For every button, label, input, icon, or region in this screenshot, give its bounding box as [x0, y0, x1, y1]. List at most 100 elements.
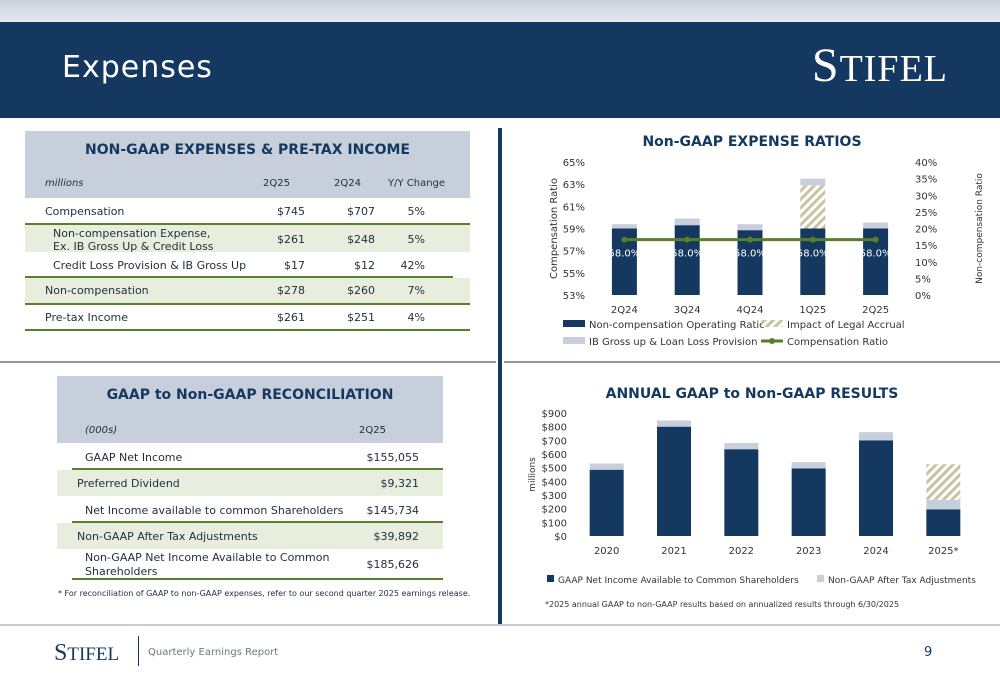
- legend-label: Impact of Legal Accrual: [787, 320, 905, 331]
- row-2q25: $745: [277, 205, 305, 218]
- bar-ib-gross-up: [611, 224, 637, 229]
- right-tick-label: 20%: [915, 225, 937, 236]
- expenses-table-header: [25, 131, 470, 198]
- legend-swatch: [563, 320, 585, 327]
- page-number: 9: [924, 645, 933, 660]
- column-2q25: 2Q25: [263, 178, 290, 189]
- legend-label: Compensation Ratio: [787, 337, 888, 348]
- expense-ratios-chart: Non-GAAP EXPENSE RATIOS 53% 55% 57% 59% 61% 63…: [549, 134, 985, 348]
- row-2q24: $248: [347, 233, 375, 246]
- row-label: Net Income available to common Sharehold…: [85, 504, 344, 517]
- table-row: Preferred Dividend $9,321: [57, 470, 443, 496]
- column-2q25: 2Q25: [359, 425, 386, 436]
- footer-logo: STIFEL: [54, 640, 119, 667]
- y-tick-label: $800: [542, 423, 567, 434]
- category-label: 2020: [594, 546, 619, 557]
- left-tick-label: 57%: [563, 247, 585, 258]
- bar-gaap-net-income: [791, 468, 826, 536]
- bar-gaap-net-income: [589, 469, 624, 536]
- bar-gaap-net-income: [926, 509, 961, 536]
- y-tick-label: $600: [542, 450, 567, 461]
- right-tick-label: 30%: [915, 191, 937, 202]
- bar-ib-gross-up: [800, 178, 826, 186]
- compensation-ratio-point: [621, 236, 628, 243]
- row-2q24: $260: [347, 284, 375, 297]
- footer-separator: [138, 636, 139, 666]
- data-label: 58.0%: [797, 249, 829, 260]
- left-tick-label: 53%: [563, 291, 585, 302]
- row-separator: [25, 303, 470, 305]
- column-yy-change: Y/Y Change: [388, 178, 446, 189]
- row-label-line2: Shareholders: [85, 565, 158, 578]
- data-label: 58.0%: [734, 249, 766, 260]
- legend-swatch: [563, 337, 585, 344]
- right-tick-label: 40%: [915, 158, 937, 169]
- row-change: 5%: [407, 205, 425, 218]
- legend-swatch: [547, 575, 554, 582]
- table-row: Non-compensation Expense, Ex. IB Gross U…: [25, 225, 470, 253]
- row-separator: [25, 276, 453, 278]
- table-row: GAAP Net Income $155,055: [57, 444, 443, 469]
- top-strip: [0, 0, 1000, 22]
- table-row: Non-compensation $278 $260 7%: [25, 278, 470, 303]
- row-2q25: $17: [284, 259, 305, 272]
- left-tick-label: 63%: [563, 180, 585, 191]
- bar-non-gaap-adjustment: [724, 443, 759, 450]
- data-label: 58.0%: [609, 249, 641, 260]
- logo-rest: TIFEL: [839, 48, 948, 90]
- compensation-ratio-point: [684, 236, 691, 243]
- y-tick-label: $700: [542, 436, 567, 447]
- y-tick-label: $300: [542, 491, 567, 502]
- stifel-logo: STIFEL: [812, 38, 948, 93]
- table-row: Non-GAAP After Tax Adjustments $39,892: [57, 523, 443, 549]
- left-axis-label: Compensation Ratio: [549, 178, 560, 279]
- y-axis-label: millions: [528, 457, 538, 492]
- bar-gaap-net-income: [724, 449, 759, 536]
- right-tick-label: 0%: [915, 291, 931, 302]
- row-label-line2: Ex. IB Gross Up & Credit Loss: [53, 240, 214, 253]
- recon-footnote: * For reconciliation of GAAP to non-GAAP…: [58, 589, 471, 598]
- category-label: 2024: [863, 546, 888, 557]
- row-change: 5%: [407, 233, 425, 246]
- table-row: Pre-tax Income $261 $251 4%: [25, 305, 470, 330]
- bar-noncomp-ratio: [674, 225, 700, 295]
- footer-divider: [0, 624, 1000, 626]
- table-row: Non-GAAP Net Income Available to Common …: [57, 550, 443, 578]
- bar-gaap-net-income: [859, 440, 893, 536]
- recon-unit-label: (000s): [85, 425, 118, 436]
- right-tick-label: 5%: [915, 274, 931, 285]
- footer-subtitle: Quarterly Earnings Report: [148, 647, 279, 658]
- expenses-unit-label: millions: [45, 178, 84, 189]
- row-separator: [72, 578, 443, 580]
- bar-non-gaap-adjustment: [657, 420, 691, 427]
- category-label: 4Q24: [737, 305, 764, 316]
- row-separator: [25, 329, 470, 331]
- legend-label: GAAP Net Income Available to Common Shar…: [558, 576, 799, 586]
- category-label: 2Q25: [862, 305, 889, 316]
- bar-non-gaap-adjustment: [589, 463, 624, 470]
- compensation-ratio-point: [872, 236, 879, 243]
- category-label: 2022: [729, 546, 754, 557]
- footer-logo-initial: S: [54, 640, 68, 666]
- left-tick-label: 61%: [563, 202, 585, 213]
- category-label: 2023: [796, 546, 821, 557]
- row-label: Compensation: [45, 205, 125, 218]
- category-label: 3Q24: [674, 305, 701, 316]
- right-tick-label: 25%: [915, 208, 937, 219]
- bar-non-gaap-adjustment: [791, 462, 826, 469]
- y-tick-label: $400: [542, 477, 567, 488]
- chart-title: Non-GAAP EXPENSE RATIOS: [642, 134, 861, 150]
- data-label: 58.0%: [671, 249, 703, 260]
- row-value: $145,734: [366, 504, 420, 517]
- y-tick-label: $100: [542, 518, 567, 529]
- legend-label: IB Gross up & Loan Loss Provision: [589, 337, 757, 348]
- legend-swatch: [817, 575, 824, 582]
- y-tick-label: $900: [542, 409, 567, 420]
- right-axis-label: Non-compensation Ratio: [975, 173, 985, 284]
- compensation-ratio-point: [747, 236, 753, 243]
- expenses-column-headers: millions 2Q25 2Q24 Y/Y Change: [25, 178, 470, 192]
- row-2q24: $707: [347, 205, 375, 218]
- row-separator: [25, 223, 470, 225]
- logo-initial: S: [811, 39, 840, 92]
- bar-annualized-estimate: [926, 464, 961, 500]
